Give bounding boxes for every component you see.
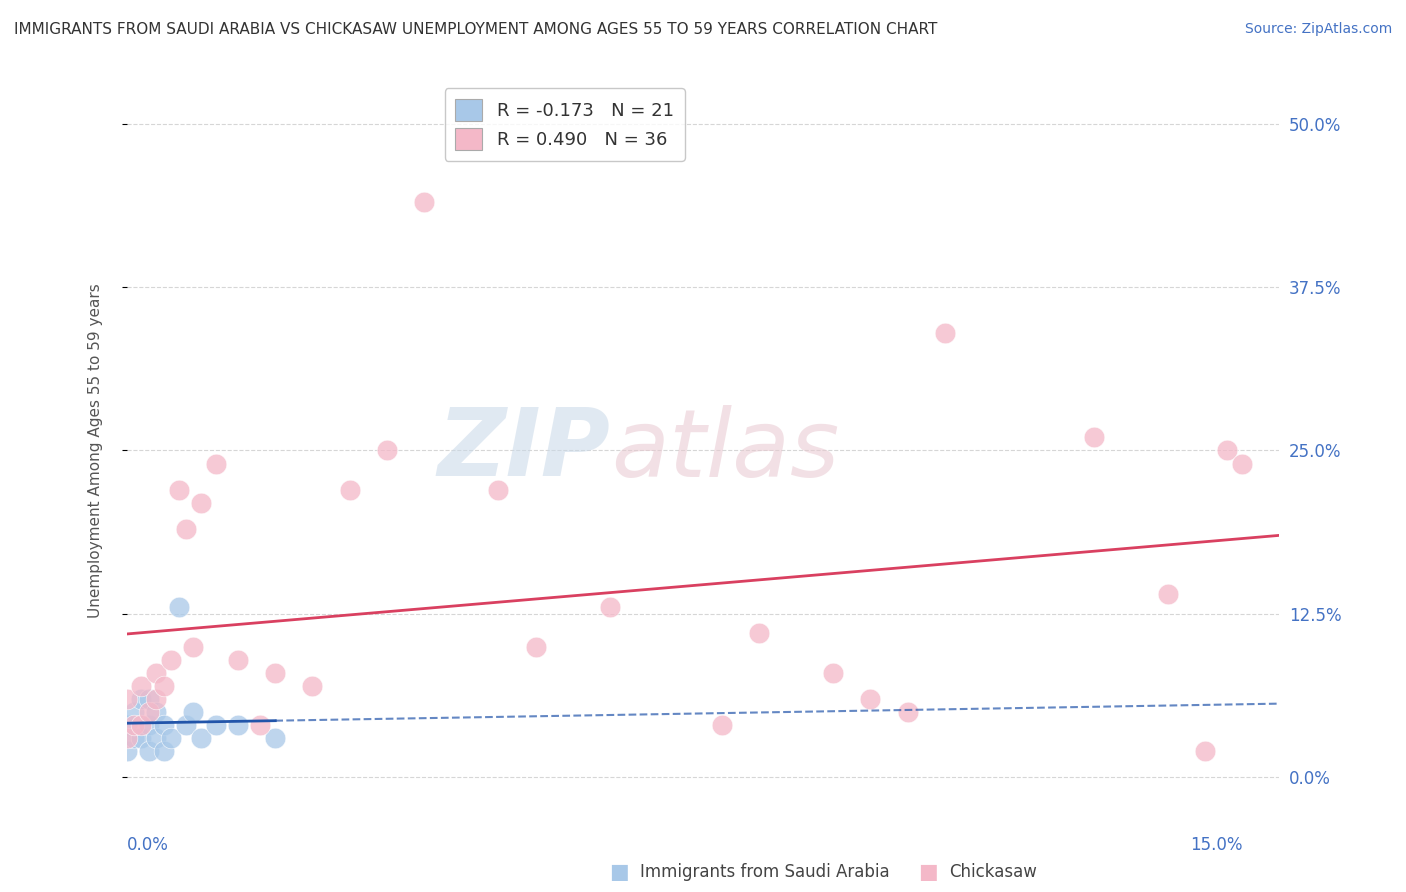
- Point: [190, 496, 212, 510]
- Text: Immigrants from Saudi Arabia: Immigrants from Saudi Arabia: [640, 863, 890, 881]
- Point: [1083, 430, 1105, 444]
- Point: [1216, 443, 1239, 458]
- Point: [1157, 587, 1180, 601]
- Point: [145, 691, 167, 706]
- Point: [823, 665, 845, 680]
- Point: [138, 705, 160, 719]
- Point: [896, 705, 918, 719]
- Point: [183, 640, 205, 654]
- Point: [167, 483, 190, 497]
- Text: ■: ■: [609, 863, 628, 882]
- Text: Chickasaw: Chickasaw: [949, 863, 1038, 881]
- Text: ZIP: ZIP: [437, 404, 610, 497]
- Point: [138, 718, 160, 732]
- Point: [152, 718, 174, 732]
- Point: [226, 652, 249, 666]
- Point: [122, 705, 145, 719]
- Point: [115, 718, 138, 732]
- Point: [160, 731, 183, 745]
- Point: [859, 691, 882, 706]
- Point: [339, 483, 361, 497]
- Point: [138, 691, 160, 706]
- Text: ■: ■: [918, 863, 938, 882]
- Y-axis label: Unemployment Among Ages 55 to 59 years: Unemployment Among Ages 55 to 59 years: [89, 283, 103, 618]
- Point: [145, 665, 167, 680]
- Point: [413, 195, 436, 210]
- Point: [167, 600, 190, 615]
- Point: [174, 718, 197, 732]
- Point: [748, 626, 770, 640]
- Point: [1232, 457, 1254, 471]
- Point: [145, 731, 167, 745]
- Point: [488, 483, 510, 497]
- Point: [1194, 744, 1216, 758]
- Point: [152, 679, 174, 693]
- Point: [204, 457, 226, 471]
- Point: [375, 443, 398, 458]
- Point: [131, 691, 153, 706]
- Point: [599, 600, 621, 615]
- Point: [249, 718, 271, 732]
- Text: Source: ZipAtlas.com: Source: ZipAtlas.com: [1244, 22, 1392, 37]
- Text: atlas: atlas: [610, 405, 839, 496]
- Point: [115, 691, 138, 706]
- Point: [524, 640, 547, 654]
- Point: [115, 744, 138, 758]
- Point: [264, 665, 287, 680]
- Point: [131, 679, 153, 693]
- Legend: R = -0.173   N = 21, R = 0.490   N = 36: R = -0.173 N = 21, R = 0.490 N = 36: [444, 88, 685, 161]
- Point: [226, 718, 249, 732]
- Text: 15.0%: 15.0%: [1189, 836, 1243, 855]
- Point: [138, 744, 160, 758]
- Point: [122, 731, 145, 745]
- Point: [145, 705, 167, 719]
- Point: [301, 679, 323, 693]
- Point: [160, 652, 183, 666]
- Point: [152, 744, 174, 758]
- Point: [190, 731, 212, 745]
- Point: [174, 522, 197, 536]
- Point: [115, 731, 138, 745]
- Point: [264, 731, 287, 745]
- Point: [204, 718, 226, 732]
- Text: 0.0%: 0.0%: [127, 836, 169, 855]
- Point: [131, 731, 153, 745]
- Point: [183, 705, 205, 719]
- Point: [934, 326, 956, 340]
- Point: [122, 718, 145, 732]
- Point: [131, 718, 153, 732]
- Point: [710, 718, 733, 732]
- Text: IMMIGRANTS FROM SAUDI ARABIA VS CHICKASAW UNEMPLOYMENT AMONG AGES 55 TO 59 YEARS: IMMIGRANTS FROM SAUDI ARABIA VS CHICKASA…: [14, 22, 938, 37]
